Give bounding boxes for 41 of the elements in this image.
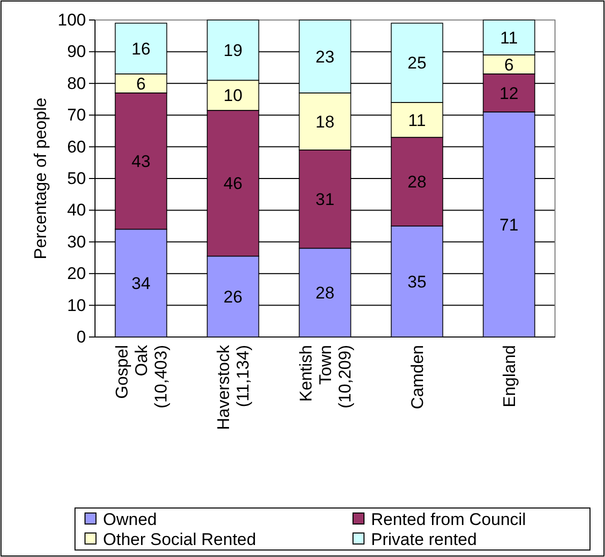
y-tick-label: 10	[67, 296, 86, 315]
data-label: 23	[316, 47, 334, 66]
x-tick-label: Haverstock (11,134)	[214, 344, 253, 430]
y-tick-label: 70	[67, 106, 86, 125]
legend-label: Private rented	[371, 530, 477, 549]
data-label: 11	[408, 110, 426, 130]
y-tick-label: 80	[67, 74, 86, 93]
data-label: 18	[316, 112, 334, 132]
legend-label: Other Social Rented	[103, 530, 256, 549]
x-tick-label: Camden	[408, 345, 427, 410]
x-tick-label: Gospel Oak (10,403)	[112, 344, 170, 408]
data-label: 28	[316, 284, 334, 303]
legend-label: Rented from Council	[371, 510, 526, 529]
data-label: 16	[132, 39, 150, 58]
y-tick-label: 50	[67, 168, 86, 188]
x-tick-label: England	[500, 345, 519, 408]
y-tick-label: 40	[67, 200, 86, 220]
y-axis-title: Percentage of people	[31, 98, 50, 260]
legend-label: Owned	[103, 510, 157, 529]
data-label: 12	[500, 84, 518, 103]
data-label: 35	[408, 272, 426, 292]
data-label: 31	[316, 190, 334, 210]
data-label: 6	[136, 74, 146, 94]
y-tick-label: 0	[76, 327, 86, 346]
y-tick-label: 20	[67, 264, 86, 284]
data-label: 26	[224, 288, 242, 307]
data-label: 43	[132, 152, 150, 172]
data-label: 19	[224, 41, 242, 60]
data-label: 34	[132, 274, 150, 294]
data-label: 28	[408, 172, 426, 192]
data-label: 10	[224, 86, 242, 106]
data-label: 6	[504, 55, 514, 74]
y-tick-label: 60	[67, 137, 86, 156]
y-tick-label: 100	[58, 10, 86, 30]
data-label: 25	[408, 54, 426, 73]
data-label: 11	[500, 28, 518, 48]
y-tick-label: 30	[67, 232, 86, 252]
x-tick-label: Kentish Town (10,209)	[296, 345, 354, 408]
data-label: 71	[500, 215, 518, 234]
data-label: 46	[224, 174, 242, 194]
y-tick-label: 90	[67, 42, 86, 62]
